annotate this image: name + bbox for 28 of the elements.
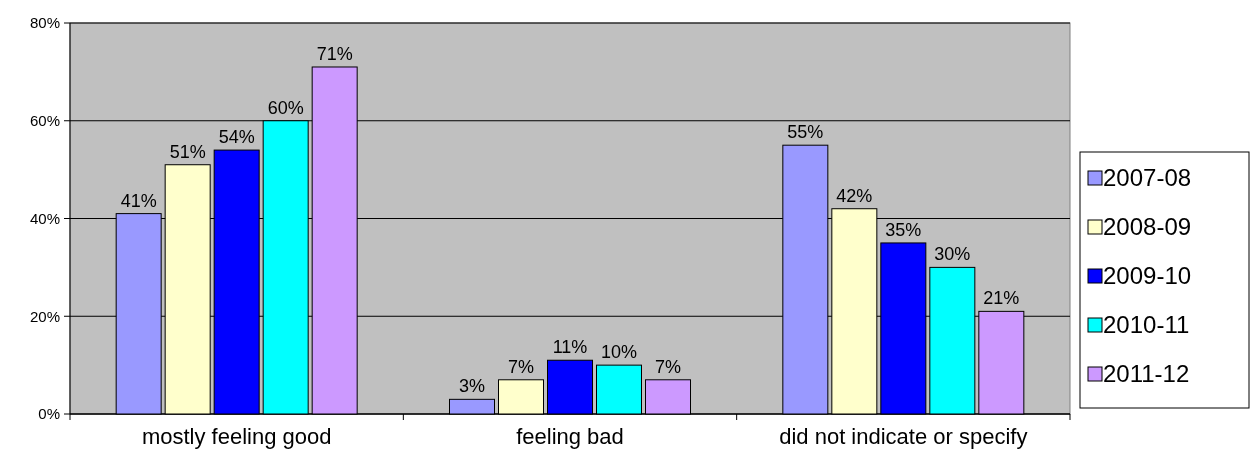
y-tick-label: 60% (29, 112, 60, 129)
data-label: 35% (885, 219, 922, 240)
data-label: 71% (316, 43, 353, 64)
data-label: 54% (218, 127, 255, 148)
legend-label: 2011-12 (1103, 360, 1190, 388)
y-tick-label: 40% (29, 209, 60, 227)
data-label: 7% (654, 356, 682, 377)
data-label: 51% (169, 141, 206, 162)
data-label: 55% (787, 122, 824, 143)
data-label: 60% (267, 97, 304, 118)
data-label: 10% (600, 342, 638, 363)
legend-label: 2007-08 (1103, 164, 1192, 192)
y-tick-label: 80% (29, 14, 60, 32)
legend-label: 2008-09 (1103, 213, 1192, 241)
data-label: 21% (983, 288, 1020, 309)
x-tick-label: mostly feeling good (141, 424, 332, 449)
legend-label: 2009-10 (1103, 262, 1192, 290)
y-tick-label: 20% (29, 307, 60, 325)
data-label: 3% (458, 376, 486, 397)
y-tick-label: 0% (38, 405, 60, 423)
legend-label: 2010-11 (1103, 311, 1190, 339)
data-label: 41% (120, 190, 157, 211)
x-tick-label: did not indicate or specify (779, 424, 1028, 449)
data-label: 30% (934, 244, 971, 265)
data-label: 11% (552, 337, 588, 358)
x-tick-label: feeling bad (516, 424, 624, 449)
data-label: 42% (836, 185, 873, 206)
data-label: 7% (507, 356, 535, 377)
